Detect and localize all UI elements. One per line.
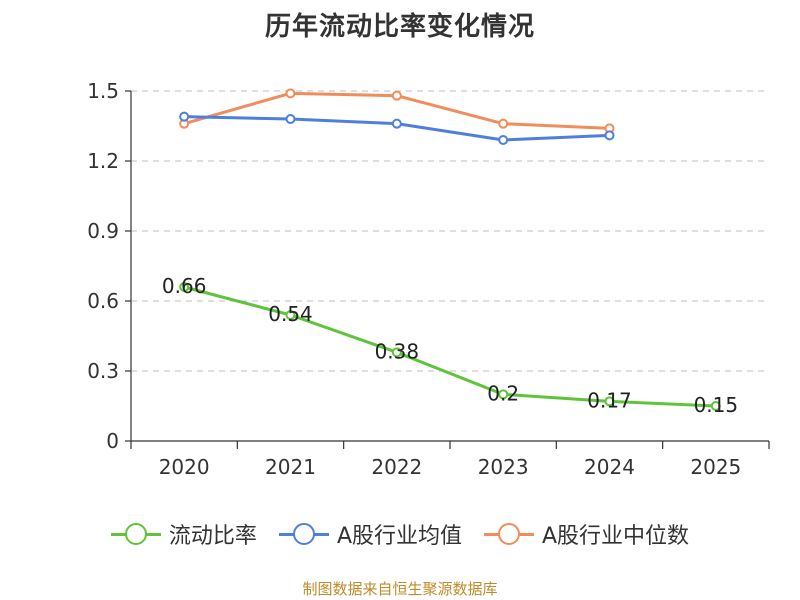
data-point bbox=[391, 118, 402, 129]
series-line bbox=[183, 285, 716, 408]
data-point bbox=[285, 114, 296, 124]
data-point bbox=[604, 130, 615, 141]
x-tick-label: 2024 bbox=[584, 455, 635, 479]
legend-label-current-ratio: 流动比率 bbox=[168, 524, 257, 549]
x-tick-label: 2023 bbox=[478, 455, 529, 479]
y-tick-label: 1.5 bbox=[87, 79, 119, 103]
legend-label-industry-median: A股行业中位数 bbox=[542, 524, 690, 549]
data-label: 0.17 bbox=[587, 388, 632, 412]
y-tick-label: 0.9 bbox=[87, 219, 119, 243]
y-tick-label: 0.6 bbox=[87, 289, 119, 313]
legend: 流动比率 A股行业均值 A股行业中位数 bbox=[0, 518, 800, 550]
x-tick-label: 2020 bbox=[159, 455, 210, 479]
legend-swatch-industry-mean bbox=[278, 521, 329, 547]
legend-swatch-industry-median bbox=[484, 521, 534, 547]
data-label: 0.2 bbox=[487, 381, 519, 405]
legend-swatch-current-ratio bbox=[110, 521, 161, 547]
legend-item-industry-mean[interactable]: A股行业均值 bbox=[278, 518, 462, 550]
data-point bbox=[710, 401, 721, 411]
data-point bbox=[285, 88, 296, 99]
data-point bbox=[391, 90, 402, 101]
data-label: 0.54 bbox=[268, 302, 313, 326]
data-point bbox=[604, 396, 615, 407]
legend-item-industry-median[interactable]: A股行业中位数 bbox=[484, 518, 689, 550]
data-point bbox=[179, 282, 190, 292]
legend-label-industry-mean: A股行业均值 bbox=[336, 524, 462, 549]
data-point bbox=[498, 135, 509, 145]
chart-title: 历年流动比率变化情况 bbox=[264, 12, 535, 42]
source-note: 制图数据来自恒生聚源数据库 bbox=[302, 580, 498, 598]
data-point bbox=[498, 118, 509, 129]
legend-item-current-ratio[interactable]: 流动比率 bbox=[110, 518, 257, 550]
legend-dot bbox=[124, 523, 147, 545]
x-tick-label: 2021 bbox=[265, 455, 316, 479]
data-point bbox=[285, 310, 296, 320]
data-point bbox=[179, 111, 190, 122]
data-label: 0.38 bbox=[375, 339, 420, 363]
y-tick-label: 0 bbox=[106, 429, 119, 453]
data-label: 0.66 bbox=[162, 274, 207, 298]
data-label: 0.15 bbox=[694, 393, 739, 417]
x-tick-label: 2025 bbox=[690, 455, 741, 479]
data-point bbox=[391, 347, 402, 358]
x-tick-label: 2022 bbox=[371, 455, 422, 479]
y-tick-label: 1.2 bbox=[87, 149, 119, 173]
legend-dot bbox=[292, 523, 315, 545]
y-tick-label: 0.3 bbox=[87, 359, 119, 383]
data-point bbox=[498, 389, 509, 400]
legend-dot bbox=[498, 523, 520, 545]
